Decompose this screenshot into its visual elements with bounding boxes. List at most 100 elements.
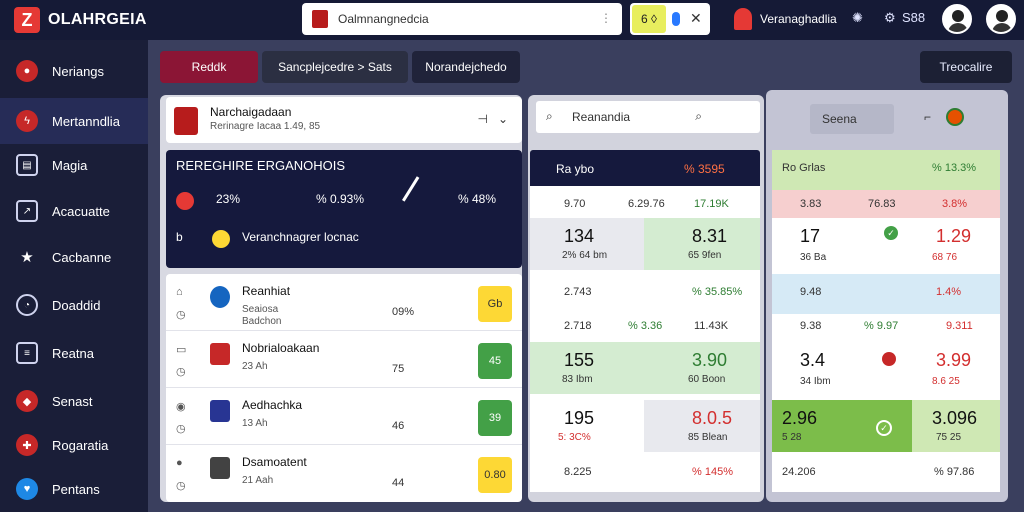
market-row[interactable]: 134 8.31 2% 64 bm 65 9fen — [530, 218, 760, 270]
toggle-yellow[interactable]: 6 ◊ — [632, 5, 666, 33]
stats-card: REREGHIRE ERGANOHOIS 23% % 0.93% % 48% b… — [166, 150, 522, 268]
close-icon[interactable]: ⋮ — [600, 11, 612, 25]
chevron-down-icon[interactable]: ⊣ ⌄ — [477, 112, 508, 126]
odds-row[interactable]: 3.4 3.99 34 Ibm 8.6 25 — [800, 350, 972, 387]
odds-button[interactable]: Gb — [478, 286, 512, 322]
team-crest-icon — [174, 107, 198, 135]
odds-button[interactable]: 39 — [478, 400, 512, 436]
list-icon: ≡ — [16, 342, 38, 364]
yellow-dot-icon — [212, 230, 230, 248]
score-badge: S88 — [902, 10, 926, 25]
star-icon: ★ — [20, 249, 34, 266]
tab-reddk[interactable]: Reddk — [160, 51, 258, 83]
stat-a2: % 0.93% — [316, 192, 365, 206]
sidebar-item-mertanndlia[interactable]: ϟ Mertanndlia — [0, 98, 148, 144]
odds-row[interactable]: 9.48 1.4% — [772, 274, 1000, 314]
sidebar-item-acacuatte[interactable]: ↗ Acacuatte — [0, 188, 148, 234]
team-crest-icon — [210, 457, 230, 479]
list-item[interactable]: ● ◷ Dsamoatent 21 Aah 44 0.80 — [166, 445, 522, 502]
team-crest-icon — [210, 343, 230, 365]
clock-icon: ◷ — [176, 309, 186, 321]
team-name: Narchaigadaan — [210, 105, 292, 119]
team-subtitle: Rerinagre Iacaa 1.49, 85 — [210, 121, 321, 132]
league-name: Veranaghadlia — [760, 12, 837, 26]
list-item[interactable]: ▭ ◷ Nobrialoakaan 23 Ah 75 45 — [166, 331, 522, 388]
tab-norandejchedo[interactable]: Norandejchedo — [412, 51, 520, 83]
odds-row[interactable]: Ro Grlas % 13.3% — [772, 150, 1000, 190]
club-badge-icon[interactable] — [946, 108, 964, 126]
badge-icon: ✚ — [16, 434, 38, 456]
odds-row[interactable]: 3.83 76.83 3.8% — [772, 190, 1000, 218]
flag-icon — [312, 10, 328, 28]
stat-b2: b — [176, 230, 183, 244]
sidebar-item-rogaratia[interactable]: ✚ Rogaratia — [0, 422, 148, 468]
team-crest-icon — [210, 400, 230, 422]
bolt-icon: ϟ — [16, 110, 38, 132]
sidebar-item-pentans[interactable]: ♥ Pentans — [0, 466, 148, 512]
odds-button[interactable]: 45 — [478, 343, 512, 379]
league-selector[interactable]: Veranaghadlia — [734, 8, 837, 30]
top-bar: Z OLAHRGEIA Oalmnangnedcia ⋮ 6 ◊ ✕ Veran… — [0, 0, 1024, 40]
stat-b1: Veranchnagrer locnac — [242, 230, 359, 244]
toggle-indicator — [672, 12, 680, 26]
tab-treocalire[interactable]: Treocalire — [920, 51, 1012, 83]
search-icon[interactable]: ⌕ — [695, 109, 702, 123]
coin-icon: ● — [176, 457, 183, 469]
top-search-box[interactable]: Oalmnangnedcia ⋮ — [302, 3, 622, 35]
avatar[interactable] — [942, 4, 972, 34]
sidebar-item-magia[interactable]: ▤ Magia — [0, 142, 148, 188]
market-row[interactable]: 195 8.0.5 5: 3C% 85 Blean — [530, 400, 760, 452]
gear-icon[interactable]: ⚙ — [884, 10, 896, 25]
league-flag-icon — [734, 8, 752, 30]
shield-icon: ◆ — [16, 390, 38, 412]
flag-icon: ● — [16, 60, 38, 82]
list-item[interactable]: ⌂ ◷ Reanhiat Seaiosa Badchon 09% Gb — [166, 274, 522, 331]
sidebar-item-neriangs[interactable]: ● Neriangs — [0, 48, 148, 94]
fire-icon: ◉ — [176, 401, 186, 413]
odds-row[interactable]: 2.96 ✓ 3.096 5 28 75 25 — [772, 400, 1000, 452]
gauge-needle — [402, 176, 420, 202]
pin-icon[interactable]: ⌐ — [924, 110, 932, 124]
market-search-input[interactable]: ⌕ Reanandia ⌕ — [536, 101, 760, 133]
home-icon: ⌂ — [176, 286, 183, 298]
sidebar-item-doaddid[interactable]: ◔ Doaddid — [0, 282, 148, 328]
market-header: Ra ybo % 3595 — [530, 150, 760, 186]
stats-title: REREGHIRE ERGANOHOIS — [176, 158, 346, 173]
team-list: ⌂ ◷ Reanhiat Seaiosa Badchon 09% Gb ▭ ◷ … — [166, 274, 522, 502]
avatar[interactable] — [986, 4, 1016, 34]
book-icon: ▤ — [16, 154, 38, 176]
doc-icon: ▭ — [176, 344, 187, 356]
team-header[interactable]: Narchaigadaan Rerinagre Iacaa 1.49, 85 ⊣… — [166, 97, 522, 143]
odds-row[interactable]: 17 ✓ 1.29 36 Ba 68 76 — [800, 226, 972, 263]
red-dot-icon — [176, 192, 194, 210]
filter-button[interactable]: Seena — [810, 104, 894, 134]
sidebar: ● Neriangs ϟ Mertanndlia ▤ Magia ↗ Acacuatte… — [0, 40, 148, 512]
sidebar-item-cacbanne[interactable]: ★ Cacbanne — [0, 234, 148, 280]
view-toggle[interactable]: 6 ◊ ✕ — [630, 3, 710, 35]
clock-icon: ◷ — [176, 480, 186, 492]
market-row[interactable]: 155 3.90 83 Ibm 60 Boon — [530, 342, 760, 394]
top-search-text: Oalmnangnedcia — [338, 12, 429, 26]
chart-icon: ↗ — [16, 200, 38, 222]
tab-stats[interactable]: Sancplejcedre > Sats — [262, 51, 408, 83]
team-crest-icon — [210, 286, 230, 308]
brand-name: OLAHRGEIA — [48, 11, 147, 28]
sidebar-item-reatna[interactable]: ≡ Reatna — [0, 330, 148, 376]
red-dot-icon — [882, 352, 896, 366]
clock-icon: ◷ — [176, 366, 186, 378]
search-icon: ⌕ — [546, 109, 553, 123]
list-item[interactable]: ◉ ◷ Aedhachka 13 Ah 46 39 — [166, 388, 522, 445]
odds-grid: Ro Grlas % 13.3% 3.83 76.83 3.8% 17 ✓ 1.… — [772, 150, 1000, 492]
sidebar-item-senast[interactable]: ◆ Senast — [0, 378, 148, 424]
clock-icon: ◔ — [16, 294, 38, 316]
close-icon[interactable]: ✕ — [690, 10, 702, 26]
market-grid: 9.70 6.29.76 17.19K 134 8.31 2% 64 bm 65… — [530, 186, 760, 492]
clock-icon: ◷ — [176, 423, 186, 435]
heart-icon: ♥ — [16, 478, 38, 500]
globe-icon[interactable]: ✺ — [852, 10, 863, 25]
check-icon: ✓ — [876, 420, 892, 436]
odds-button[interactable]: 0.80 — [478, 457, 512, 493]
app-logo[interactable]: Z — [14, 7, 40, 33]
main-content: Reddk Sancplejcedre > Sats Norandejchedo… — [148, 40, 1024, 512]
stat-a3: % 48% — [458, 192, 497, 206]
